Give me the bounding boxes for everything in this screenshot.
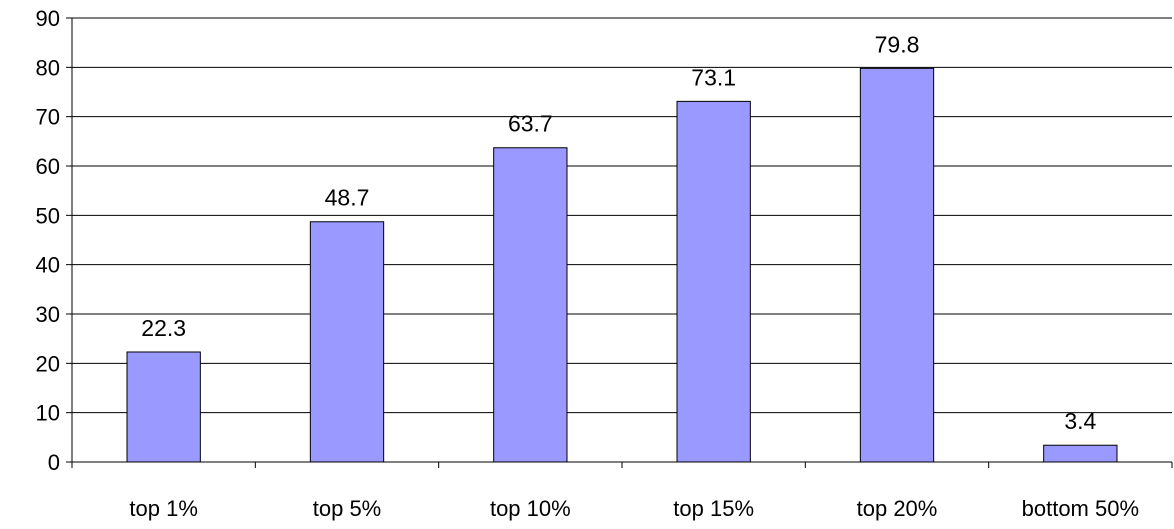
- data-labels: 22.3 48.7 63.7 73.1 79.8 3.4: [141, 31, 1096, 434]
- x-tick-label: top 15%: [673, 496, 754, 521]
- data-label: 48.7: [325, 185, 370, 211]
- x-tick-label: top 5%: [313, 496, 382, 521]
- y-tick-label: 40: [36, 253, 60, 278]
- data-label: 79.8: [875, 31, 920, 57]
- y-tick-label: 30: [36, 302, 60, 327]
- y-tick-label: 60: [36, 154, 60, 179]
- x-tick-label: bottom 50%: [1022, 496, 1139, 521]
- data-label: 3.4: [1064, 408, 1096, 434]
- x-tick-label: top 1%: [129, 496, 198, 521]
- y-tick-label: 10: [36, 401, 60, 426]
- x-tick-label: top 20%: [857, 496, 938, 521]
- bar: [676, 100, 751, 463]
- y-axis-ticks: 0 10 20 30 40 50 60 70 80 90: [36, 6, 72, 475]
- bar: [493, 147, 568, 463]
- y-tick-label: 70: [36, 105, 60, 130]
- x-tick-label: top 10%: [490, 496, 571, 521]
- y-tick-label: 50: [36, 203, 60, 228]
- y-tick-label: 0: [48, 450, 60, 475]
- y-tick-label: 20: [36, 351, 60, 376]
- data-label: 73.1: [691, 64, 736, 90]
- axes: [71, 18, 1172, 463]
- bars: [126, 67, 1118, 463]
- data-label: 22.3: [141, 315, 186, 341]
- x-axis-ticks: top 1% top 5% top 10% top 15% top 20% bottom …: [71, 462, 1173, 521]
- data-label: 63.7: [508, 111, 553, 137]
- bar: [126, 351, 201, 463]
- bar: [1043, 444, 1118, 463]
- y-tick-label: 80: [36, 55, 60, 80]
- bar: [859, 67, 935, 463]
- y-tick-label: 90: [36, 6, 60, 31]
- gridlines: [72, 17, 1172, 414]
- bar: [309, 221, 385, 463]
